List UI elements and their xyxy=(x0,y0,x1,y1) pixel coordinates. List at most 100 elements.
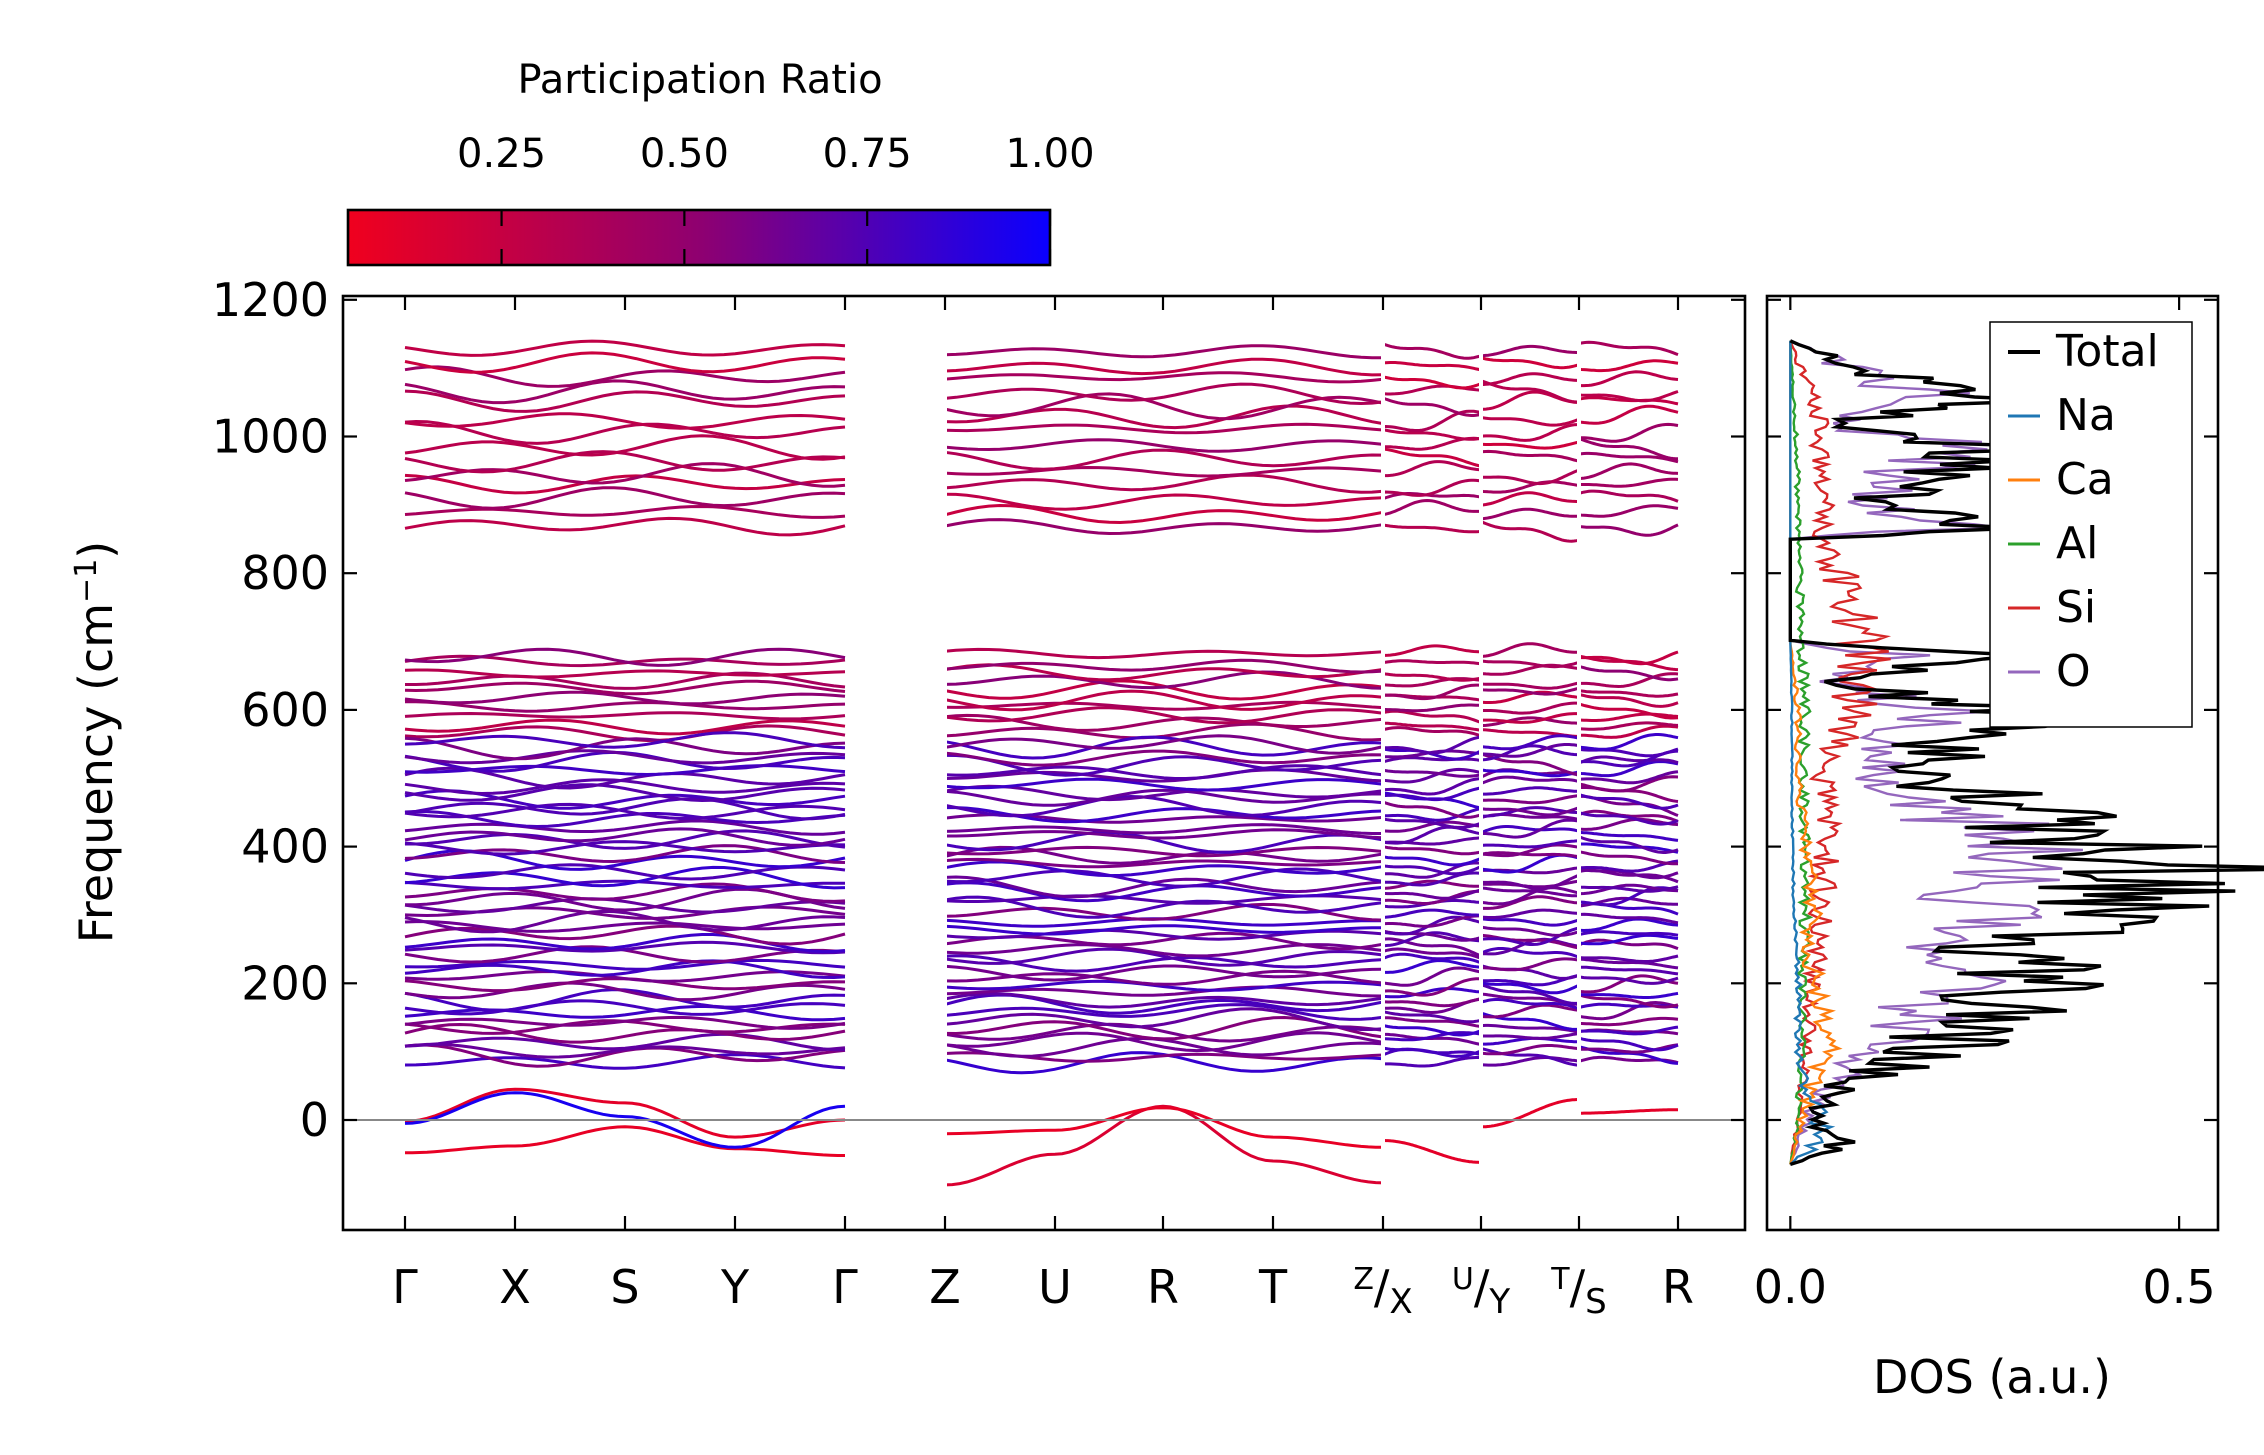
soft-mode-band xyxy=(1481,1098,1579,1129)
phonon-band xyxy=(1383,409,1482,432)
legend-label: Si xyxy=(2056,582,2096,633)
band-frame xyxy=(341,294,1747,1232)
phonon-band xyxy=(944,768,1384,783)
phonon-band xyxy=(944,964,1384,982)
phonon-band xyxy=(404,999,846,1016)
phonon-band xyxy=(1480,794,1580,805)
phonon-band xyxy=(1579,775,1679,793)
soft-mode-band xyxy=(1579,1108,1678,1115)
phonon-band xyxy=(1481,786,1580,796)
phonon-band xyxy=(1578,437,1678,461)
phonon-band xyxy=(404,897,846,914)
k-point-label: T xyxy=(1258,1260,1288,1314)
phonon-band xyxy=(1578,975,1679,985)
phonon-band xyxy=(1382,777,1482,796)
phonon-band xyxy=(404,647,846,667)
phonon-band xyxy=(1382,977,1482,997)
phonon-band xyxy=(404,940,846,955)
phonon-band xyxy=(1382,447,1482,468)
phonon-band xyxy=(404,711,846,721)
phonon-band xyxy=(1480,957,1580,972)
phonon-band xyxy=(1480,744,1580,762)
phonon-band xyxy=(1480,734,1580,751)
band-y-ticks: 0 200 400 600 800 1000 1200 xyxy=(212,273,1745,1147)
phonon-band xyxy=(1382,987,1482,999)
phonon-band xyxy=(1382,683,1482,701)
phonon-band xyxy=(1578,842,1679,854)
phonon-band xyxy=(404,473,846,495)
k-point-sub: S xyxy=(1585,1282,1607,1322)
phonon-band xyxy=(1578,1000,1679,1021)
phonon-band xyxy=(404,827,846,847)
phonon-band xyxy=(1383,997,1482,1008)
legend-label: Ca xyxy=(2056,454,2114,505)
k-point-label: R xyxy=(1662,1260,1694,1314)
phonon-band xyxy=(404,434,846,461)
phonon-band xyxy=(1480,416,1580,427)
k-point-label: Z/X xyxy=(1353,1260,1412,1322)
phonon-band xyxy=(1481,973,1580,987)
phonon-band xyxy=(1481,806,1580,818)
y-tick-label: 1200 xyxy=(212,273,329,327)
phonon-band xyxy=(1382,375,1482,390)
k-point-main: / xyxy=(1474,1260,1490,1314)
phonon-band xyxy=(1480,917,1580,927)
y-axis-label-close: ) xyxy=(69,541,123,559)
phonon-band xyxy=(944,503,1384,525)
phonon-band xyxy=(944,788,1383,807)
phonon-band xyxy=(1579,965,1679,976)
soft-mode-band xyxy=(404,1091,846,1149)
phonon-band xyxy=(1578,340,1679,357)
k-point-label: X xyxy=(499,1260,531,1314)
phonon-band xyxy=(1480,768,1580,778)
phonon-band xyxy=(944,518,1384,536)
dos-x-tick-label: 0.0 xyxy=(1754,1260,1827,1314)
phonon-band xyxy=(1382,825,1482,845)
phonon-band xyxy=(1481,743,1580,758)
dos-series-si xyxy=(1789,340,1892,1165)
phonon-band xyxy=(1480,925,1580,937)
phonon-band xyxy=(1481,818,1580,839)
phonon-band xyxy=(1382,342,1482,360)
phonon-band xyxy=(404,668,846,679)
phonon-band xyxy=(944,1003,1384,1021)
phonon-band xyxy=(1480,981,1580,995)
phonon-band xyxy=(1578,755,1679,765)
phonon-band xyxy=(404,865,846,890)
phonon-band xyxy=(1578,650,1679,666)
phonon-band xyxy=(1578,489,1679,503)
phonon-band xyxy=(1578,760,1679,778)
phonon-band xyxy=(944,764,1384,780)
phonon-band xyxy=(944,992,1384,1009)
phonon-band xyxy=(404,840,846,856)
phonon-band xyxy=(1578,991,1679,999)
phonon-band xyxy=(1480,908,1580,919)
k-point-main: / xyxy=(1374,1260,1390,1314)
phonon-band xyxy=(1382,952,1482,965)
y-tick-label: 600 xyxy=(241,683,329,737)
k-point-label: Γ xyxy=(392,1260,418,1314)
phonon-band xyxy=(1382,800,1482,819)
phonon-band xyxy=(404,504,846,519)
phonon-band xyxy=(1578,462,1679,480)
phonon-band xyxy=(1480,712,1579,724)
phonon-band xyxy=(1480,716,1579,728)
phonon-band xyxy=(1480,701,1580,715)
phonon-band xyxy=(1578,933,1679,946)
phonon-band xyxy=(404,731,846,750)
legend-label: Total xyxy=(2055,326,2159,377)
phonon-band xyxy=(944,954,1384,973)
phonon-band xyxy=(404,844,846,864)
phonon-band xyxy=(944,845,1384,858)
phonon-band xyxy=(1383,644,1482,657)
phonon-band xyxy=(944,867,1384,888)
phonon-band xyxy=(1382,807,1482,822)
dos-series-total xyxy=(1788,339,2264,1167)
phonon-band xyxy=(404,879,846,891)
y-tick-label: 200 xyxy=(241,956,329,1010)
phonon-band xyxy=(1382,768,1482,778)
phonon-band xyxy=(944,895,1384,919)
phonon-band xyxy=(1480,1044,1580,1056)
phonon-band xyxy=(944,438,1384,453)
phonon-band xyxy=(944,663,1384,682)
